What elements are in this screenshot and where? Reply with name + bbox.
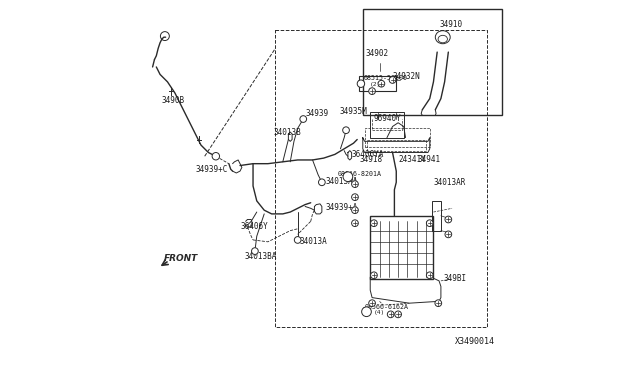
Circle shape <box>445 216 452 223</box>
Text: (4): (4) <box>374 310 385 315</box>
Circle shape <box>351 220 358 227</box>
Bar <box>365 128 429 147</box>
Text: 34910: 34910 <box>439 20 462 29</box>
Circle shape <box>369 88 376 94</box>
Text: 34932N: 34932N <box>392 72 420 81</box>
Text: B: B <box>344 172 348 177</box>
Text: 34935M: 34935M <box>339 107 367 116</box>
Ellipse shape <box>435 31 450 44</box>
Text: FRONT: FRONT <box>164 254 198 263</box>
Text: 34939: 34939 <box>305 109 328 118</box>
Circle shape <box>294 237 301 243</box>
Circle shape <box>319 179 325 186</box>
Circle shape <box>252 248 259 254</box>
Text: 5: 5 <box>358 80 360 85</box>
Text: X3490014: X3490014 <box>455 337 495 346</box>
Circle shape <box>351 207 358 214</box>
Bar <box>359 76 396 91</box>
Text: 08566-6162A: 08566-6162A <box>365 304 409 310</box>
Circle shape <box>300 116 307 122</box>
Text: 34918: 34918 <box>360 155 383 164</box>
Circle shape <box>369 300 376 307</box>
Text: (4): (4) <box>347 177 358 182</box>
Circle shape <box>161 32 170 41</box>
Bar <box>370 112 404 138</box>
Circle shape <box>371 272 378 279</box>
Text: 36406Y: 36406Y <box>240 222 268 231</box>
Circle shape <box>343 172 353 182</box>
Text: 34013B: 34013B <box>273 128 301 137</box>
Circle shape <box>435 300 442 307</box>
Text: 34902: 34902 <box>365 49 388 58</box>
Circle shape <box>362 307 371 317</box>
Circle shape <box>426 220 433 227</box>
Ellipse shape <box>438 35 447 43</box>
Circle shape <box>426 272 433 279</box>
Text: (2): (2) <box>369 81 381 87</box>
Text: 24341Y: 24341Y <box>399 155 427 164</box>
Bar <box>363 9 502 115</box>
Text: 34941: 34941 <box>417 155 440 164</box>
Text: 3490B: 3490B <box>162 96 185 105</box>
Text: 08IA6-8201A: 08IA6-8201A <box>338 171 382 177</box>
Circle shape <box>445 231 452 238</box>
Text: 08515-50800: 08515-50800 <box>364 75 408 81</box>
Bar <box>431 201 441 231</box>
Circle shape <box>387 311 394 318</box>
Text: 34013A: 34013A <box>300 237 327 246</box>
Circle shape <box>378 80 385 87</box>
Text: 34939+C: 34939+C <box>195 165 228 174</box>
Text: 5: 5 <box>362 307 366 312</box>
Text: 349BI: 349BI <box>444 274 467 283</box>
Circle shape <box>351 181 358 187</box>
Circle shape <box>212 153 220 160</box>
Text: 34939+A: 34939+A <box>326 203 358 212</box>
Bar <box>370 216 433 279</box>
Circle shape <box>357 80 365 87</box>
Circle shape <box>351 194 358 201</box>
Text: 34013BA: 34013BA <box>245 252 277 261</box>
Text: 96940Y: 96940Y <box>374 114 402 123</box>
Circle shape <box>389 77 396 83</box>
Circle shape <box>371 220 378 227</box>
Text: 34013AR: 34013AR <box>433 178 466 187</box>
Text: 34013AA: 34013AA <box>326 177 358 186</box>
Circle shape <box>342 127 349 134</box>
Circle shape <box>395 311 401 318</box>
Text: 36406YA: 36406YA <box>351 150 384 159</box>
